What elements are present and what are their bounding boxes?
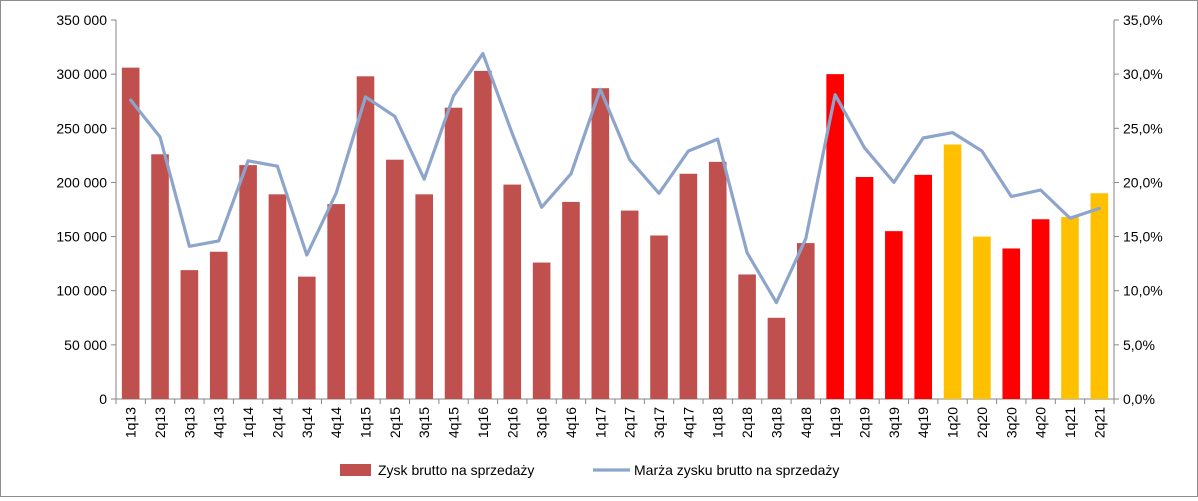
y-left-tick-label: 0 [99,391,107,407]
x-tick-label: 2q19 [857,407,873,438]
bar-2q20 [973,237,991,399]
bar-3q13 [181,270,199,399]
bar-3q18 [768,318,786,399]
bar-4q13 [210,252,228,399]
y-left-tick-label: 150 000 [56,229,107,245]
x-tick-label: 3q18 [768,407,784,438]
bar-1q14 [239,165,257,399]
y-right-tick-label: 35,0% [1123,12,1163,28]
bar-2q17 [621,211,639,399]
x-tick-label: 1q18 [710,407,726,438]
x-tick-label: 2q15 [387,407,403,438]
bar-4q20 [1032,219,1050,399]
legend-label-line: Marża zysku brutto na sprzedaży [634,462,839,478]
bar-2q21 [1091,193,1109,399]
x-tick-label: 4q13 [211,407,227,438]
x-tick-label: 1q13 [123,407,139,438]
y-left-tick-label: 50 000 [64,337,107,353]
legend-swatch-bar [340,464,371,476]
bar-3q20 [1002,248,1020,399]
x-tick-label: 1q20 [945,407,961,438]
x-tick-label: 3q15 [416,407,432,438]
x-tick-label: 2q17 [622,407,638,438]
y-right-tick-label: 20,0% [1123,174,1163,190]
x-tick-label: 4q18 [798,407,814,438]
x-tick-label: 2q18 [739,407,755,438]
bar-4q16 [562,202,580,399]
x-tick-label: 1q21 [1062,407,1078,438]
y-left-tick-label: 100 000 [56,283,107,299]
bar-1q21 [1061,217,1079,399]
bar-2q16 [503,185,521,399]
bar-1q13 [122,68,140,399]
bar-4q17 [680,174,698,399]
x-tick-label: 4q19 [915,407,931,438]
y-right-tick-label: 5,0% [1123,337,1155,353]
bar-4q19 [914,175,932,399]
bar-1q15 [357,76,375,399]
x-tick-label: 1q15 [358,407,374,438]
x-tick-label: 1q16 [475,407,491,438]
x-tick-label: 3q20 [1003,407,1019,438]
x-tick-label: 1q17 [592,407,608,438]
x-tick-label: 2q21 [1091,407,1107,438]
bar-2q14 [269,194,287,399]
bar-2q18 [738,274,756,399]
bar-1q18 [709,162,727,399]
bar-3q17 [650,235,668,399]
x-tick-label: 3q19 [886,407,902,438]
x-tick-label: 4q20 [1033,407,1049,438]
bar-2q13 [151,154,169,399]
bar-3q19 [885,231,903,399]
bar-4q18 [797,243,815,399]
x-tick-label: 1q14 [240,407,256,438]
bar-1q16 [474,71,492,399]
bar-2q19 [856,177,874,399]
x-tick-label: 3q17 [651,407,667,438]
x-tick-label: 2q16 [504,407,520,438]
x-tick-label: 3q16 [534,407,550,438]
x-tick-label: 3q13 [181,407,197,438]
bar-2q15 [386,160,404,399]
y-left-tick-label: 350 000 [56,12,107,28]
legend: Zysk brutto na sprzedaży Marża zysku brut… [340,462,839,478]
y-left-tick-label: 300 000 [56,66,107,82]
x-tick-label: 4q16 [563,407,579,438]
x-tick-label: 4q17 [680,407,696,438]
bar-4q15 [445,108,463,399]
bar-3q14 [298,277,316,399]
axes-layer [111,20,1119,404]
x-tick-label: 2q20 [974,407,990,438]
bar-1q20 [944,145,962,399]
bar-3q16 [533,263,551,399]
legend-label-bar: Zysk brutto na sprzedaży [378,462,534,478]
bar-3q15 [415,194,433,399]
y-right-tick-label: 30,0% [1123,66,1163,82]
y-left-tick-label: 200 000 [56,174,107,190]
x-tick-label: 4q14 [328,407,344,438]
y-right-tick-label: 15,0% [1123,229,1163,245]
bar-1q17 [592,88,610,399]
bar-4q14 [327,204,345,399]
x-tick-label: 2q14 [269,407,285,438]
y-right-tick-label: 10,0% [1123,283,1163,299]
bars-layer [122,68,1108,399]
x-tick-label: 4q15 [446,407,462,438]
x-tick-label: 2q13 [152,407,168,438]
y-right-tick-label: 25,0% [1123,120,1163,136]
y-right-tick-label: 0,0% [1123,391,1155,407]
x-tick-label: 1q19 [827,407,843,438]
y-left-tick-label: 250 000 [56,120,107,136]
x-tick-label: 3q14 [299,407,315,438]
